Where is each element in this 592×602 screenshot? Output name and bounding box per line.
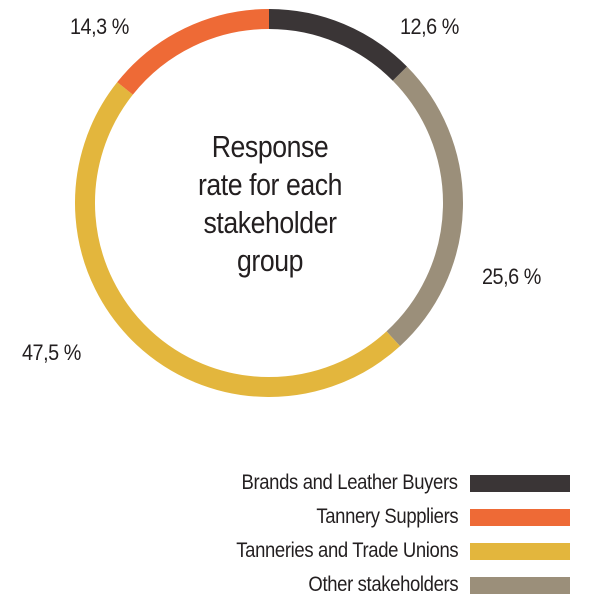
center-title-line-2: rate for each [197, 167, 343, 202]
legend: Brands and Leather Buyers Tannery Suppli… [206, 466, 570, 602]
legend-swatch-suppliers [470, 508, 570, 526]
legend-label-suppliers: Tannery Suppliers [316, 505, 458, 528]
legend-item-brands: Brands and Leather Buyers [206, 466, 570, 500]
legend-swatch-brands [470, 474, 570, 492]
slice-suppliers [117, 9, 270, 95]
data-label-other: 25,6 % [482, 264, 541, 289]
legend-label-brands: Brands and Leather Buyers [241, 471, 459, 494]
slice-other [386, 66, 463, 347]
legend-item-suppliers: Tannery Suppliers [206, 500, 570, 534]
data-label-brands: 12,6 % [400, 14, 459, 39]
legend-swatch-other [470, 576, 570, 594]
data-label-suppliers: 14,3 % [70, 14, 129, 39]
legend-label-other: Other stakeholders [308, 573, 458, 596]
legend-label-tanneries: Tanneries and Trade Unions [236, 539, 458, 562]
legend-item-tanneries: Tanneries and Trade Unions [206, 534, 570, 568]
legend-swatch-tanneries [470, 542, 570, 560]
center-title-line-3: stakeholder [203, 205, 337, 240]
slice-tanneries [75, 82, 401, 397]
center-title-line-4: group [236, 243, 304, 278]
legend-item-other: Other stakeholders [206, 568, 570, 602]
center-title-line-1: Response [211, 129, 329, 164]
slice-brands [268, 9, 408, 81]
data-label-tanneries: 47,5 % [22, 340, 81, 365]
center-title: Response rate for each stakeholder group [175, 128, 364, 280]
